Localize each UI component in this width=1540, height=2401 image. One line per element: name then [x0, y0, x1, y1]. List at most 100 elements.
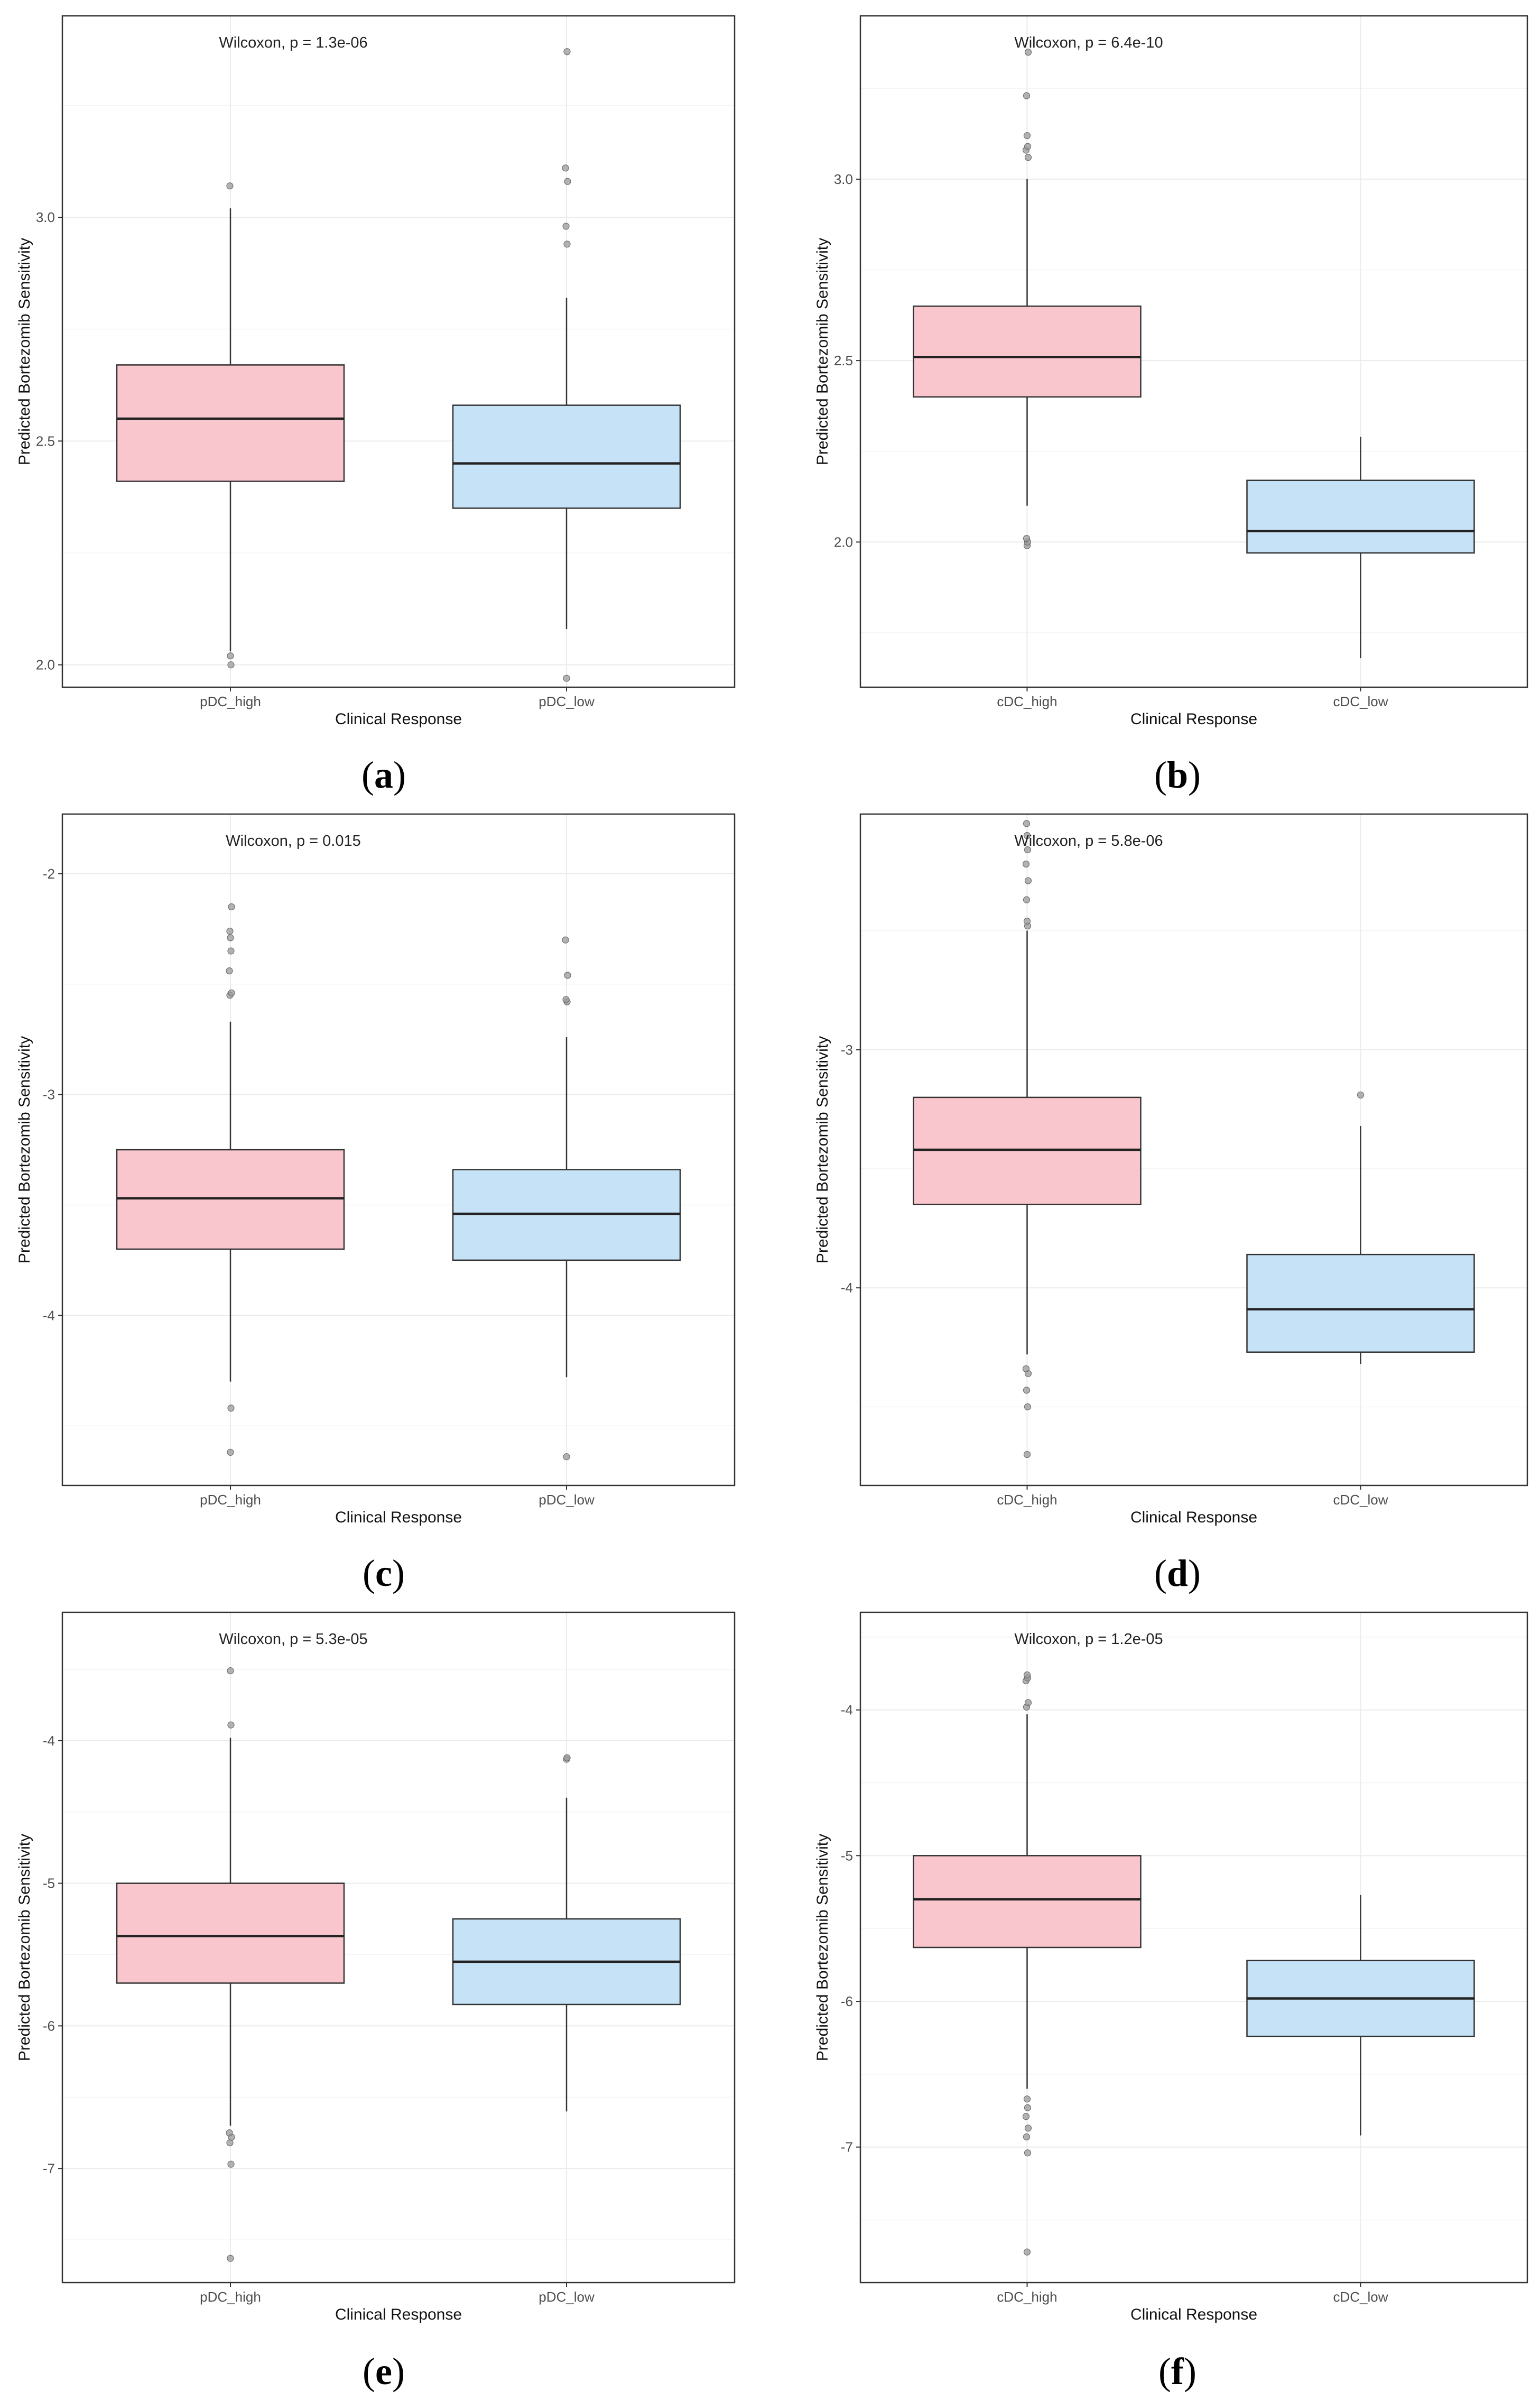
outlier-point — [1023, 2133, 1031, 2140]
box-cDC_low — [1246, 1895, 1475, 2136]
x-tick-label: pDC_high — [200, 1492, 261, 1508]
y-tick-label: -5 — [43, 1876, 55, 1891]
panel-border — [859, 813, 1528, 1486]
outlier-point — [1023, 534, 1031, 542]
panel-e: -7 -6 -5 -4 pDC_high pDC_low Wilcoxon, p = 5.3… — [16, 1611, 736, 2393]
outlier-point — [1024, 1403, 1032, 1410]
y-tick-label: 2.5 — [834, 353, 853, 368]
outlier-point — [227, 1721, 235, 1729]
box-iqr — [116, 1882, 345, 1984]
outlier-point — [1024, 154, 1032, 161]
outlier-point — [1024, 877, 1032, 884]
y-tick-label: -7 — [43, 2160, 55, 2176]
box-iqr — [1246, 1253, 1475, 1353]
box-pDC_low — [452, 48, 681, 682]
outlier-point — [1023, 820, 1031, 827]
x-tick-label: cDC_low — [1333, 1492, 1388, 1508]
y-axis-title: Predicted Bortezomib Sensitivity — [814, 238, 831, 465]
outlier-point — [226, 2129, 233, 2137]
outlier-point — [1024, 846, 1032, 854]
outlier-point — [1023, 918, 1031, 925]
wilcoxon-annotation: Wilcoxon, p = 0.015 — [226, 833, 361, 849]
y-axis-title: Predicted Bortezomib Sensitivity — [16, 238, 33, 465]
box-pDC_high — [116, 1667, 345, 2262]
outlier-point — [226, 927, 234, 935]
box-pDC_high — [116, 182, 345, 669]
outlier-point — [563, 48, 571, 56]
outlier-point — [1022, 860, 1030, 868]
y-tick-label: 2.0 — [36, 657, 55, 673]
y-tick-label: -4 — [43, 1307, 55, 1323]
outlier-point — [1023, 92, 1031, 99]
box-cDC_low — [1246, 1091, 1475, 1364]
box-iqr — [1246, 479, 1475, 554]
box-cDC_low — [1246, 437, 1475, 659]
outlier-point — [1024, 2149, 1032, 2157]
x-tick-label: cDC_high — [997, 1492, 1057, 1508]
panel-caption: (e) — [363, 2350, 405, 2393]
outlier-point — [1023, 1451, 1031, 1458]
outlier-point — [228, 903, 235, 911]
outlier-point — [563, 1453, 570, 1461]
panel-border — [61, 813, 736, 1486]
outlier-point — [1023, 2095, 1031, 2103]
outlier-point — [562, 223, 570, 230]
outlier-point — [227, 947, 235, 955]
outlier-point — [1023, 896, 1031, 903]
outlier-point — [1023, 1671, 1031, 1679]
box-pDC_low — [452, 1754, 681, 2112]
y-axis-title: Predicted Bortezomib Sensitivity — [814, 1834, 831, 2061]
panel-border — [859, 15, 1528, 688]
x-tick-label: pDC_high — [200, 2289, 261, 2305]
outlier-point — [563, 241, 571, 248]
x-axis-title: Clinical Response — [1130, 1509, 1257, 1526]
outlier-point — [1023, 2248, 1031, 2256]
y-tick-label: -7 — [841, 2139, 853, 2155]
outlier-point — [227, 2160, 235, 2168]
panel-border — [859, 1611, 1528, 2284]
x-axis-title: Clinical Response — [335, 710, 462, 728]
wilcoxon-annotation: Wilcoxon, p = 5.8e-06 — [1014, 833, 1163, 849]
y-tick-label: 2.0 — [834, 534, 853, 550]
box-cDC_high — [913, 1671, 1142, 2256]
panel-caption: (b) — [1154, 754, 1201, 796]
wilcoxon-annotation: Wilcoxon, p = 1.2e-05 — [1014, 1631, 1163, 1648]
box-iqr — [116, 364, 345, 482]
panel-f: -7 -6 -5 -4 cDC_high cDC_low Wilcoxon, p = 1.2… — [814, 1611, 1528, 2393]
outlier-point — [1023, 132, 1031, 140]
y-tick-label: 3.0 — [36, 209, 55, 225]
x-axis-title: Clinical Response — [335, 2306, 462, 2323]
box-iqr — [913, 1096, 1142, 1205]
outlier-point — [1023, 1387, 1031, 1394]
y-tick-label: -5 — [841, 1848, 853, 1863]
outlier-point — [1024, 2125, 1032, 2132]
x-tick-label: pDC_low — [539, 2289, 595, 2305]
outlier-point — [1022, 2113, 1030, 2120]
y-tick-label: -2 — [43, 866, 55, 882]
y-tick-label: -4 — [841, 1702, 853, 1718]
y-axis-title: Predicted Bortezomib Sensitivity — [814, 1036, 831, 1263]
outlier-point — [564, 972, 571, 979]
outlier-point — [1357, 1091, 1365, 1099]
outlier-point — [1024, 143, 1032, 150]
box-pDC_low — [452, 936, 681, 1461]
y-tick-label: 2.5 — [36, 433, 55, 449]
outlier-point — [1023, 832, 1031, 839]
y-tick-label: -3 — [841, 1042, 853, 1058]
panel-caption: (c) — [363, 1552, 405, 1594]
x-tick-label: cDC_high — [997, 694, 1057, 709]
outlier-point — [226, 2139, 234, 2147]
box-cDC_high — [913, 49, 1142, 549]
panel-c: -4 -3 -2 pDC_high pDC_low Wilcoxon, p = 0.015… — [16, 813, 736, 1594]
outlier-point — [226, 182, 234, 190]
outlier-point — [227, 2255, 234, 2262]
outlier-point — [1022, 1365, 1030, 1372]
wilcoxon-annotation: Wilcoxon, p = 6.4e-10 — [1014, 34, 1163, 51]
plot-background — [62, 16, 735, 687]
y-tick-label: 3.0 — [834, 171, 853, 187]
y-axis-title: Predicted Bortezomib Sensitivity — [16, 1834, 33, 2061]
y-axis-title: Predicted Bortezomib Sensitivity — [16, 1036, 33, 1263]
outlier-point — [226, 967, 233, 975]
y-tick-label: -4 — [43, 1733, 55, 1749]
